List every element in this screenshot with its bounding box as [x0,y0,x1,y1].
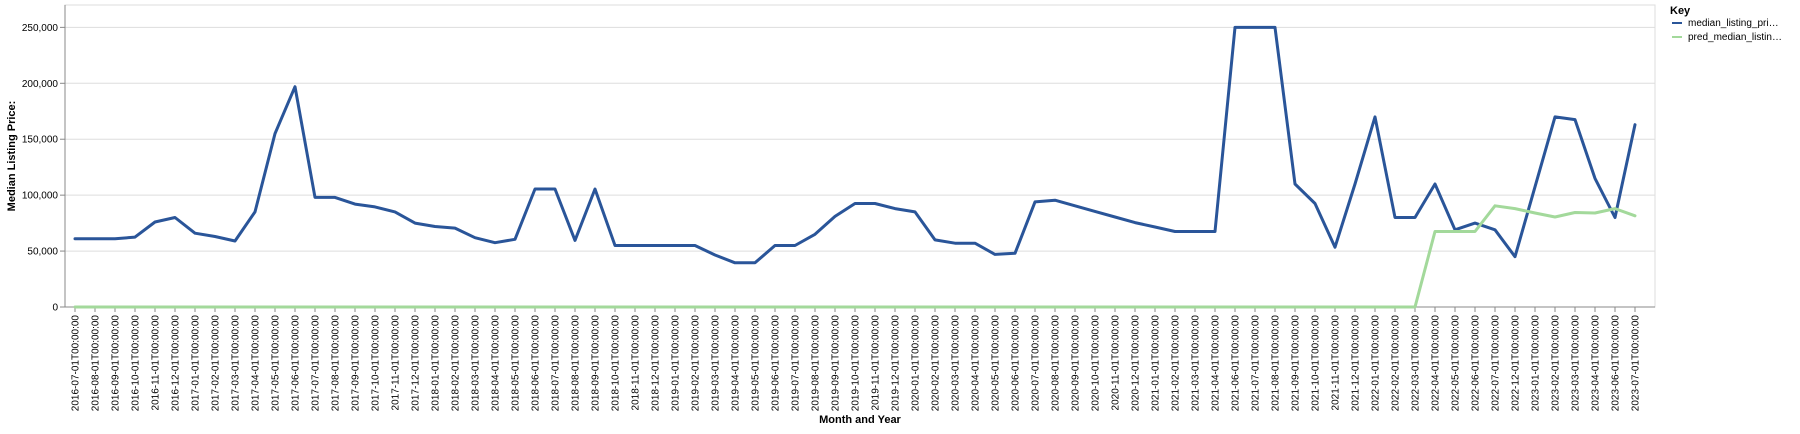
x-tick-label: 2018-02-01T00:00:00 [451,315,462,412]
x-tick-label: 2019-02-01T00:00:00 [691,315,702,412]
x-tick-label: 2017-04-01T00:00:00 [251,315,262,412]
x-tick-label: 2018-12-01T00:00:00 [651,315,662,412]
x-tick-label: 2021-10-01T00:00:00 [1311,315,1322,412]
y-tick-label: 50,000 [27,247,58,258]
x-tick-label: 2018-03-01T00:00:00 [471,315,482,412]
x-tick-label: 2018-05-01T00:00:00 [511,315,522,412]
x-tick-label: 2018-07-01T00:00:00 [551,315,562,412]
x-tick-label: 2018-11-01T00:00:00 [631,315,642,411]
x-tick-label: 2021-09-01T00:00:00 [1291,315,1302,412]
x-tick-label: 2019-04-01T00:00:00 [731,315,742,412]
x-tick-label: 2021-12-01T00:00:00 [1351,315,1362,412]
x-tick-label: 2017-02-01T00:00:00 [211,315,222,412]
x-tick-label: 2018-01-01T00:00:00 [431,315,442,412]
x-tick-label: 2023-01-01T00:00:00 [1531,315,1542,412]
x-tick-label: 2022-01-01T00:00:00 [1371,315,1382,412]
y-tick-label: 200,000 [22,79,59,90]
x-tick-label: 2016-10-01T00:00:00 [131,315,142,412]
x-tick-label: 2019-06-01T00:00:00 [771,315,782,412]
x-axis-title: Month and Year [819,414,901,426]
x-tick-label: 2020-11-01T00:00:00 [1111,315,1122,411]
x-tick-label: 2022-06-01T00:00:00 [1471,315,1482,412]
x-tick-label: 2022-07-01T00:00:00 [1491,315,1502,412]
x-tick-label: 2020-02-01T00:00:00 [931,315,942,412]
x-tick-label: 2021-08-01T00:00:00 [1271,315,1282,412]
x-tick-label: 2020-07-01T00:00:00 [1031,315,1042,412]
x-tick-label: 2021-11-01T00:00:00 [1331,315,1342,411]
x-tick-label: 2021-07-01T00:00:00 [1251,315,1262,412]
x-tick-label: 2017-08-01T00:00:00 [331,315,342,412]
x-tick-label: 2020-08-01T00:00:00 [1051,315,1062,412]
x-tick-label: 2016-12-01T00:00:00 [171,315,182,412]
grid-lines [64,4,1656,308]
legend: Key median_listing_pri… pred_median_listi… [1670,5,1782,43]
x-tick-label: 2020-04-01T00:00:00 [971,315,982,412]
plot-frame [64,4,1656,308]
x-tick-label: 2017-05-01T00:00:00 [271,315,282,412]
x-tick-label: 2020-10-01T00:00:00 [1091,315,1102,412]
x-tick-label: 2023-06-01T00:00:00 [1611,315,1622,412]
x-tick-label: 2020-06-01T00:00:00 [1011,315,1022,412]
x-tick-label: 2022-05-01T00:00:00 [1451,315,1462,412]
x-tick-label: 2020-12-01T00:00:00 [1131,315,1142,412]
y-tick-label: 0 [52,303,58,314]
x-tick-label: 2018-08-01T00:00:00 [571,315,582,412]
x-tick-label: 2023-07-01T00:00:00 [1631,315,1642,412]
x-tick-label: 2022-12-01T00:00:00 [1511,315,1522,412]
x-tick-label: 2019-05-01T00:00:00 [751,315,762,412]
axes: 0 50,000 100,000 150,000 200,000 250,000 2016-… [22,5,1655,411]
x-tick-label: 2019-01-01T00:00:00 [671,315,682,412]
x-tick-label: 2023-02-01T00:00:00 [1551,315,1562,412]
x-tick-label: 2021-02-01T00:00:00 [1171,315,1182,412]
x-tick-label: 2017-07-01T00:00:00 [311,315,322,412]
x-tick-label: 2020-09-01T00:00:00 [1071,315,1082,412]
x-tick-label: 2023-03-01T00:00:00 [1571,315,1582,412]
x-tick-label: 2019-12-01T00:00:00 [891,315,902,412]
x-tick-label: 2022-02-01T00:00:00 [1391,315,1402,412]
x-tick-label: 2023-04-01T00:00:00 [1591,315,1602,412]
series-line-1 [73,204,1637,309]
x-tick-label: 2018-10-01T00:00:00 [611,315,622,412]
x-tick-label: 2017-11-01T00:00:00 [391,315,402,411]
legend-label: pred_median_listin… [1688,32,1782,43]
x-tick-label: 2016-07-01T00:00:00 [71,315,82,412]
series-line-0 [73,25,1637,265]
x-tick-label: 2021-04-01T00:00:00 [1211,315,1222,412]
legend-title: Key [1670,5,1691,17]
y-axis-title: Median Listing Price: [6,101,18,212]
x-tick-label: 2020-05-01T00:00:00 [991,315,1002,412]
series-lines [73,25,1637,309]
x-tick-label: 2017-01-01T00:00:00 [191,315,202,412]
x-tick-label: 2019-10-01T00:00:00 [851,315,862,412]
y-tick-label: 150,000 [22,135,59,146]
x-tick-label: 2019-08-01T00:00:00 [811,315,822,412]
x-tick-label: 2017-12-01T00:00:00 [411,315,422,412]
x-tick-label: 2021-01-01T00:00:00 [1151,315,1162,412]
x-tick-label: 2022-04-01T00:00:00 [1431,315,1442,412]
x-tick-label: 2021-03-01T00:00:00 [1191,315,1202,412]
x-tick-label: 2017-09-01T00:00:00 [351,315,362,412]
x-tick-label: 2019-09-01T00:00:00 [831,315,842,412]
legend-label: median_listing_pri… [1688,18,1779,29]
x-tick-label: 2018-04-01T00:00:00 [491,315,502,412]
y-tick-label: 100,000 [22,191,59,202]
x-tick-label: 2018-06-01T00:00:00 [531,315,542,412]
x-tick-label: 2016-11-01T00:00:00 [151,315,162,411]
x-tick-label: 2016-08-01T00:00:00 [91,315,102,412]
x-tick-label: 2018-09-01T00:00:00 [591,315,602,412]
x-tick-label: 2022-03-01T00:00:00 [1411,315,1422,412]
x-tick-label: 2020-01-01T00:00:00 [911,315,922,412]
x-tick-label: 2017-06-01T00:00:00 [291,315,302,412]
x-tick-label: 2020-03-01T00:00:00 [951,315,962,412]
x-tick-label: 2019-07-01T00:00:00 [791,315,802,412]
x-tick-label: 2019-11-01T00:00:00 [871,315,882,411]
y-tick-label: 250,000 [22,23,59,34]
x-tick-label: 2021-06-01T00:00:00 [1231,315,1242,412]
x-tick-label: 2019-03-01T00:00:00 [711,315,722,412]
x-tick-label: 2016-09-01T00:00:00 [111,315,122,412]
x-tick-label: 2017-03-01T00:00:00 [231,315,242,412]
x-tick-label: 2017-10-01T00:00:00 [371,315,382,412]
